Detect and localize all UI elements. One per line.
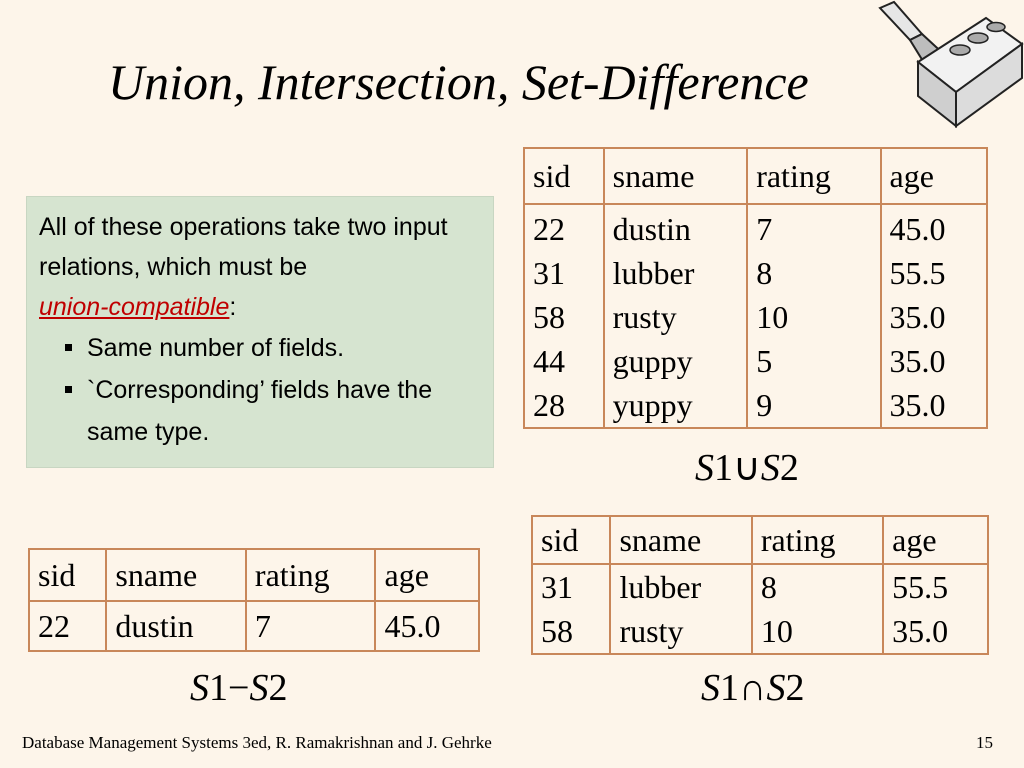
callout-intro: All of these operations take two input r… bbox=[39, 213, 448, 321]
table-header-row: sid sname rating age bbox=[523, 147, 988, 205]
column-header-sid: sid bbox=[530, 515, 612, 565]
column-header-sname: sname bbox=[602, 147, 749, 205]
column-header-sname: sname bbox=[609, 515, 753, 565]
table-row: 31 lubber 8 55.5 bbox=[530, 564, 989, 609]
cell: yuppy bbox=[602, 383, 749, 429]
cell: lubber bbox=[602, 251, 749, 295]
cell: 58 bbox=[523, 295, 605, 339]
callout-bullets: Same number of fields. `Corresponding’ f… bbox=[39, 327, 483, 453]
union-caption: S1∪S2 bbox=[695, 447, 799, 489]
intersection-caption: S1∩S2 bbox=[701, 667, 805, 709]
table-row: 44 guppy 5 35.0 bbox=[523, 339, 988, 383]
column-header-sid: sid bbox=[523, 147, 605, 205]
column-header-rating: rating bbox=[750, 515, 885, 565]
cell: 10 bbox=[750, 609, 885, 655]
column-header-rating: rating bbox=[746, 147, 882, 205]
cell: 45.0 bbox=[374, 601, 480, 652]
union-table: sid sname rating age 22 dustin 7 45.0 31… bbox=[523, 147, 988, 429]
cell: lubber bbox=[609, 564, 753, 609]
cell: 5 bbox=[746, 339, 882, 383]
cell: 31 bbox=[523, 251, 605, 295]
brick-trowel-icon bbox=[878, 0, 1024, 129]
intersection-table: sid sname rating age 31 lubber 8 55.5 58… bbox=[530, 515, 989, 655]
page-number: 15 bbox=[976, 733, 993, 752]
cell: 35.0 bbox=[879, 339, 988, 383]
table-header-row: sid sname rating age bbox=[27, 548, 480, 602]
bullet-item: `Corresponding’ fields have the same typ… bbox=[39, 369, 483, 453]
cell: 45.0 bbox=[879, 204, 988, 251]
cell: 55.5 bbox=[879, 251, 988, 295]
column-header-sname: sname bbox=[105, 548, 247, 602]
cell: dustin bbox=[105, 601, 247, 652]
cell: 8 bbox=[750, 564, 885, 609]
cell: 44 bbox=[523, 339, 605, 383]
square-bullet-icon bbox=[65, 344, 72, 351]
cell: guppy bbox=[602, 339, 749, 383]
column-header-sid: sid bbox=[27, 548, 108, 602]
table-row: 28 yuppy 9 35.0 bbox=[523, 383, 988, 429]
cell: dustin bbox=[602, 204, 749, 251]
cell: 31 bbox=[530, 564, 612, 609]
column-header-age: age bbox=[882, 515, 989, 565]
cell: rusty bbox=[609, 609, 753, 655]
cell: 35.0 bbox=[882, 609, 989, 655]
column-header-rating: rating bbox=[244, 548, 377, 602]
table-row: 22 dustin 7 45.0 bbox=[523, 204, 988, 251]
difference-table: sid sname rating age 22 dustin 7 45.0 bbox=[27, 548, 480, 652]
cell: 22 bbox=[523, 204, 605, 251]
union-compatible-callout: All of these operations take two input r… bbox=[26, 196, 494, 468]
cell: 7 bbox=[746, 204, 882, 251]
square-bullet-icon bbox=[65, 386, 72, 393]
table-row: 31 lubber 8 55.5 bbox=[523, 251, 988, 295]
cell: 9 bbox=[746, 383, 882, 429]
column-header-age: age bbox=[374, 548, 480, 602]
cell: 28 bbox=[523, 383, 605, 429]
cell: rusty bbox=[602, 295, 749, 339]
column-header-age: age bbox=[879, 147, 988, 205]
cell: 7 bbox=[244, 601, 377, 652]
cell: 35.0 bbox=[879, 383, 988, 429]
slide-title: Union, Intersection, Set-Difference bbox=[108, 54, 809, 110]
cell: 8 bbox=[746, 251, 882, 295]
table-row: 22 dustin 7 45.0 bbox=[27, 601, 480, 652]
cell: 22 bbox=[27, 601, 108, 652]
cell: 10 bbox=[746, 295, 882, 339]
cell: 58 bbox=[530, 609, 612, 655]
difference-caption: S1−S2 bbox=[190, 667, 288, 709]
bullet-item: Same number of fields. bbox=[39, 327, 483, 369]
cell: 55.5 bbox=[882, 564, 989, 609]
table-row: 58 rusty 10 35.0 bbox=[530, 609, 989, 655]
table-header-row: sid sname rating age bbox=[530, 515, 989, 565]
union-compatible-term: union-compatible bbox=[39, 293, 230, 321]
table-row: 58 rusty 10 35.0 bbox=[523, 295, 988, 339]
footer-citation: Database Management Systems 3ed, R. Rama… bbox=[22, 733, 492, 752]
cell: 35.0 bbox=[879, 295, 988, 339]
